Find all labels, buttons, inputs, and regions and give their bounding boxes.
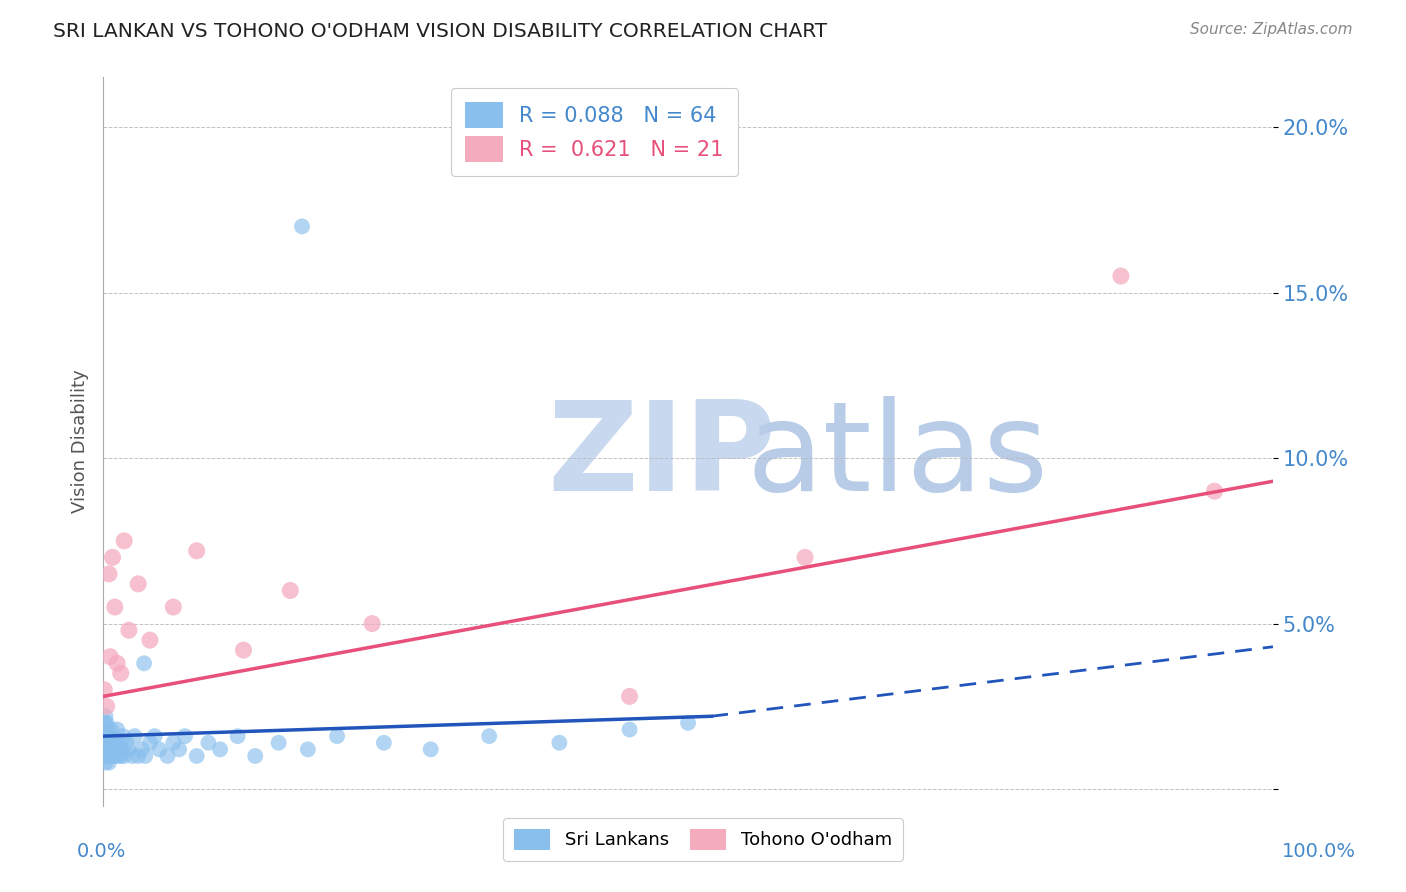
Point bbox=[100, 742, 122, 756]
Point bbox=[361, 616, 384, 631]
Point bbox=[98, 756, 121, 770]
Point bbox=[156, 749, 179, 764]
Point bbox=[162, 736, 184, 750]
Point bbox=[104, 732, 127, 747]
Point bbox=[98, 729, 121, 743]
Point bbox=[162, 600, 184, 615]
Point bbox=[148, 742, 170, 756]
Point bbox=[96, 742, 118, 756]
Point bbox=[134, 749, 156, 764]
Point bbox=[143, 729, 166, 743]
Point bbox=[101, 550, 124, 565]
Text: 100.0%: 100.0% bbox=[1282, 842, 1355, 862]
Point bbox=[96, 699, 118, 714]
Point bbox=[104, 749, 127, 764]
Point bbox=[115, 736, 138, 750]
Point bbox=[100, 723, 122, 737]
Point bbox=[676, 715, 699, 730]
Point bbox=[1109, 268, 1132, 283]
Point bbox=[93, 749, 115, 764]
Point bbox=[619, 723, 641, 737]
Point bbox=[93, 715, 115, 730]
Point bbox=[619, 690, 641, 704]
Point bbox=[373, 736, 395, 750]
Point bbox=[94, 742, 117, 756]
Point bbox=[209, 742, 232, 756]
Point bbox=[97, 749, 120, 764]
Point bbox=[131, 742, 153, 756]
Point bbox=[105, 657, 128, 671]
Point bbox=[98, 566, 121, 581]
Point bbox=[174, 729, 197, 743]
Point bbox=[98, 742, 121, 756]
Point bbox=[111, 729, 134, 743]
Point bbox=[197, 736, 219, 750]
Point bbox=[107, 749, 129, 764]
Point bbox=[93, 732, 115, 747]
Point bbox=[94, 756, 117, 770]
Text: SRI LANKAN VS TOHONO O'ODHAM VISION DISABILITY CORRELATION CHART: SRI LANKAN VS TOHONO O'ODHAM VISION DISA… bbox=[53, 22, 828, 41]
Point bbox=[118, 742, 141, 756]
Point bbox=[297, 742, 319, 756]
Point bbox=[121, 749, 143, 764]
Point bbox=[186, 543, 208, 558]
Point bbox=[96, 715, 118, 730]
Point bbox=[110, 666, 132, 681]
Point bbox=[98, 736, 121, 750]
Point bbox=[291, 219, 314, 234]
Text: Source: ZipAtlas.com: Source: ZipAtlas.com bbox=[1189, 22, 1353, 37]
Point bbox=[105, 742, 128, 756]
Legend: Sri Lankans, Tohono O'odham: Sri Lankans, Tohono O'odham bbox=[503, 818, 903, 861]
Point bbox=[96, 749, 118, 764]
Point bbox=[186, 749, 208, 764]
Point bbox=[1204, 484, 1226, 499]
Point bbox=[110, 749, 132, 764]
Point bbox=[111, 742, 134, 756]
Point bbox=[326, 729, 349, 743]
Point bbox=[96, 729, 118, 743]
Point bbox=[167, 742, 190, 756]
Point bbox=[105, 723, 128, 737]
Point bbox=[124, 729, 146, 743]
Point bbox=[101, 749, 124, 764]
Point bbox=[267, 736, 290, 750]
Point bbox=[98, 649, 121, 664]
Point bbox=[94, 723, 117, 737]
Point bbox=[112, 749, 135, 764]
Point bbox=[419, 742, 441, 756]
Y-axis label: Vision Disability: Vision Disability bbox=[72, 369, 89, 514]
Point bbox=[101, 736, 124, 750]
Text: 0.0%: 0.0% bbox=[76, 842, 127, 862]
Point bbox=[97, 736, 120, 750]
Point bbox=[127, 749, 149, 764]
Point bbox=[93, 682, 115, 697]
Point bbox=[118, 624, 141, 638]
Point bbox=[103, 749, 125, 764]
Point bbox=[104, 600, 127, 615]
Point bbox=[226, 729, 249, 743]
Point bbox=[127, 577, 149, 591]
Point bbox=[139, 736, 162, 750]
Legend: R = 0.088   N = 64, R =  0.621   N = 21: R = 0.088 N = 64, R = 0.621 N = 21 bbox=[450, 87, 738, 177]
Point bbox=[94, 709, 117, 723]
Point bbox=[232, 643, 254, 657]
Point bbox=[98, 749, 121, 764]
Text: atlas: atlas bbox=[747, 396, 1049, 516]
Text: ZIP: ZIP bbox=[548, 396, 776, 516]
Point bbox=[139, 633, 162, 648]
Point bbox=[108, 736, 131, 750]
Point bbox=[112, 533, 135, 548]
Point bbox=[278, 583, 301, 598]
Point bbox=[478, 729, 501, 743]
Point bbox=[548, 736, 571, 750]
Point bbox=[794, 550, 817, 565]
Point bbox=[132, 657, 155, 671]
Point bbox=[97, 723, 120, 737]
Point bbox=[245, 749, 267, 764]
